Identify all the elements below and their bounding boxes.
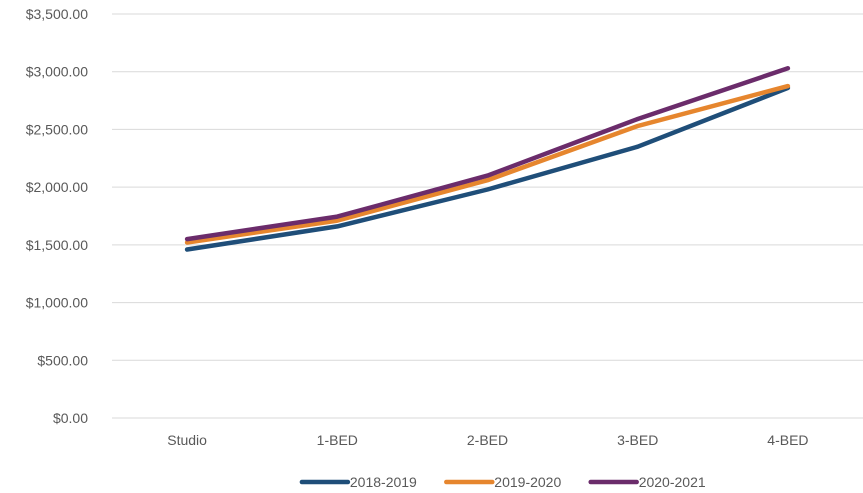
legend-item-2018-2019: 2018-2019	[299, 474, 417, 490]
x-tick-label: 1-BED	[317, 432, 358, 448]
x-tick-label: 4-BED	[767, 432, 808, 448]
legend-label: 2018-2019	[350, 474, 417, 490]
series-line-2019-2020	[184, 83, 791, 245]
legend-item-2020-2021: 2020-2021	[588, 474, 706, 490]
y-tick-label: $1,500.00	[26, 237, 88, 253]
legend-label: 2020-2021	[639, 474, 706, 490]
y-tick-label: $2,000.00	[26, 179, 88, 195]
legend-item-2019-2020: 2019-2020	[444, 474, 561, 490]
series-line-2018-2019	[184, 85, 791, 252]
x-axis: Studio 1-BED 2-BED 3-BED 4-BED	[167, 432, 808, 448]
y-tick-label: $3,500.00	[26, 6, 88, 22]
series-lines	[184, 66, 791, 252]
y-tick-label: $1,000.00	[26, 295, 88, 311]
legend: 2018-2019 2019-2020 2020-2021	[299, 474, 706, 490]
y-axis: $0.00 $500.00 $1,000.00 $1,500.00 $2,000.00 $…	[26, 6, 89, 426]
x-tick-label: 3-BED	[617, 432, 658, 448]
y-tick-label: $2,500.00	[26, 121, 88, 137]
y-tick-label: $500.00	[37, 352, 88, 368]
y-tick-label: $0.00	[53, 410, 88, 426]
gridlines	[112, 13, 863, 419]
y-tick-label: $3,000.00	[26, 64, 88, 80]
x-tick-label: Studio	[167, 432, 207, 448]
series-line-2020-2021	[184, 66, 791, 242]
x-tick-label: 2-BED	[467, 432, 508, 448]
legend-label: 2019-2020	[494, 474, 561, 490]
